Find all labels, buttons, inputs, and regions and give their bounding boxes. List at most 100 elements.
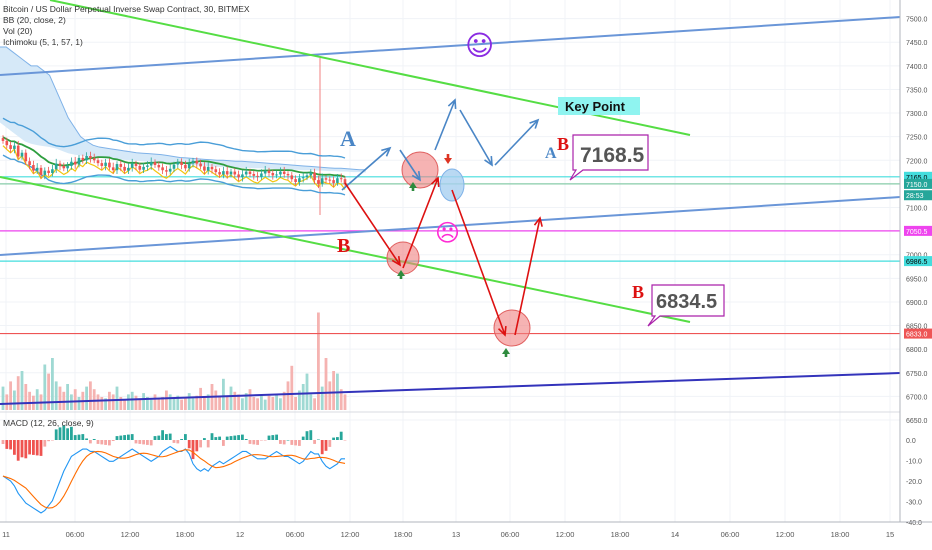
volume-bar [184,397,187,410]
candle-body [225,171,229,175]
time-tick-label: 11 [2,530,10,539]
volume-bar [279,398,282,410]
macd-histogram-bar [256,440,259,445]
volume-bar [47,373,50,410]
ichimoku-cloud [0,46,366,173]
time-tick-label: 13 [452,530,460,539]
candle-body [142,166,145,170]
volume-bar [275,394,278,410]
candle-body [39,167,43,175]
arrow-b-3-head [497,325,507,337]
volume-bar [256,398,259,410]
macd-histogram-bar [119,435,123,440]
volume-bar [130,391,134,410]
candle-body [267,170,271,174]
volume-bar [115,386,119,410]
candle-body [229,171,233,175]
volume-bar [89,381,92,410]
arrow-a-4 [459,109,493,166]
chart-title: Bitcoin / US Dollar Perpetual Inverse Sw… [3,4,250,14]
label-b-2: B [337,235,350,257]
forecast-drawings [341,98,543,357]
candle-body [62,165,66,169]
volume-bar [157,398,161,410]
label-a-2: A [545,145,557,162]
volume-bar [172,398,176,410]
arrow-a-5-head [529,118,540,129]
price-label-tag [904,190,932,201]
macd-histogram-bar [96,440,100,444]
candle-body [263,170,267,174]
price-label-text: 7165.0 [906,175,928,182]
candle-body [96,160,100,164]
volume-bar [165,390,168,410]
volume-bar [168,394,172,410]
macd-histogram-bar [336,437,339,440]
price-tick-label: 7500.0 [906,17,928,24]
price-tick-label: 7350.0 [906,87,928,94]
macd-histogram-bar [252,440,256,445]
candle-body [279,171,282,175]
volume-bar [233,391,237,410]
candle-body [176,162,180,165]
macd-label: MACD (12, 26, close, 9) [3,418,94,428]
price-label-text: 7050.5 [906,229,928,236]
time-tick-label: 18:00 [394,530,413,539]
candle-body [252,173,256,176]
candle-body [309,172,313,176]
candle-body [336,178,339,183]
macd-tick-label: -10.0 [906,459,922,466]
volume-bar [343,394,347,410]
macd-histogram-bar [324,440,328,451]
macd-histogram-bar [73,435,77,440]
lower-resistance-line [0,176,691,323]
volume-bar [248,389,252,410]
volume-bar [73,389,77,410]
arrow-a-3-head [447,98,457,110]
price-label-text: 6986.5 [906,259,928,266]
price-label-text: 28:53 [906,193,924,200]
candle-body [343,179,347,184]
candle-body [241,174,244,178]
volume-bar [328,381,332,410]
macd-histogram-bar [343,440,347,441]
up-marker-icon [397,270,405,276]
macd-histogram-bar [206,440,210,448]
arrow-a-2 [399,149,421,181]
indicator-vol: Vol (20) [3,26,33,36]
macd-histogram-bar [180,439,183,440]
price-tick-label: 6700.0 [906,394,928,401]
macd-histogram-bar [47,440,50,442]
macd-histogram-bar [225,436,229,440]
candle-body [127,167,130,171]
macd-histogram-bar [168,433,172,440]
macd-histogram-bar [328,440,332,447]
volume-bar [225,397,229,410]
candle-body [5,140,9,146]
macd-histogram-bar [233,435,237,440]
up-marker-icon [409,182,417,188]
price-axis: 7550.07500.07450.07400.07350.07300.07250… [899,0,932,550]
volume-bar [1,386,5,410]
candle-body [104,162,107,166]
candle-body [256,175,259,177]
highlight-circle-blue [439,168,465,202]
time-tick-label: 06:00 [286,530,305,539]
candle-body [305,175,309,178]
volume-bar [35,389,39,410]
macd-histogram-bar [275,434,278,440]
candle-body [260,173,263,177]
macd-histogram-bar [81,434,85,440]
macd-histogram-bar [286,440,290,441]
price-label-text: 7150.0 [906,182,928,189]
macd-histogram-bar [13,440,16,455]
candle-body [146,165,149,167]
macd-histogram-bar [138,440,142,444]
macd-histogram-bar [108,440,111,446]
macd-histogram-bar [301,436,305,440]
candle-body [9,145,12,149]
candle-body [123,166,126,171]
volume-bar [252,397,256,410]
arrow-a-5 [494,119,539,166]
